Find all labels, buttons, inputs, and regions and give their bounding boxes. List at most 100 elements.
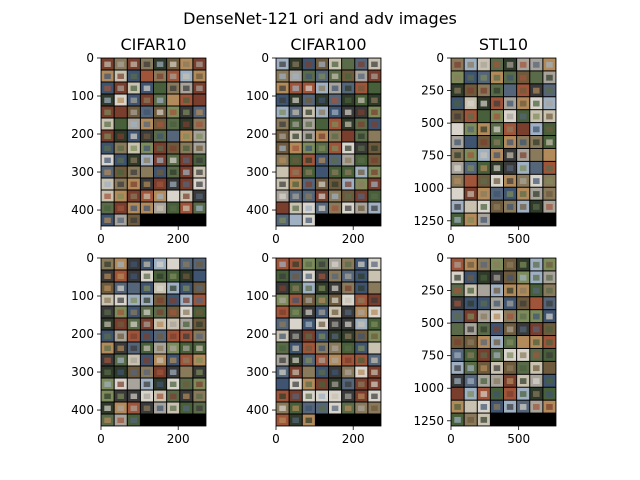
image-tile-detail [279, 417, 286, 423]
image-tile-detail [104, 157, 111, 163]
image-tile-detail [493, 274, 501, 281]
image-tile-detail [156, 73, 164, 79]
image-tile-detail [533, 113, 540, 120]
image-tile-detail [506, 74, 514, 81]
image-tile-detail [305, 369, 313, 375]
image-tile-detail [493, 61, 501, 68]
image-tile-detail [169, 193, 177, 199]
image-tile-detail [533, 204, 540, 210]
image-tile-detail [279, 73, 286, 79]
image-tile-detail [533, 126, 540, 133]
image-tile-detail [454, 300, 461, 307]
image-tile-detail [169, 181, 177, 187]
image-tile-detail [344, 273, 352, 279]
figure-title: DenseNet-121 ori and adv images [183, 9, 457, 28]
image-tile-detail [143, 97, 151, 103]
y-tick-label: 100 [246, 89, 269, 103]
image-tile-detail [480, 391, 488, 397]
image-tile-detail [493, 313, 501, 320]
image-tile-detail [156, 345, 164, 351]
image-tile-detail [533, 139, 540, 146]
image-tile-detail [331, 321, 339, 327]
image-tile-detail [130, 297, 138, 303]
image-tile-detail [371, 345, 378, 351]
image-tile-detail [169, 297, 177, 303]
image-tile-detail [344, 97, 352, 103]
image-tile-detail [506, 191, 514, 197]
image-tile-detail [344, 393, 352, 399]
image-tile-detail [358, 297, 365, 303]
image-tile-detail [519, 74, 527, 81]
image-tile-detail [519, 326, 527, 333]
image-tile-detail [305, 393, 313, 399]
image-tile [167, 414, 180, 426]
panel-cifar100-ori: CIFAR100 0 200 0 100 200 300 400 [246, 35, 382, 246]
image-tile-detail [143, 181, 151, 187]
image-tile-detail [493, 261, 501, 268]
image-tile-detail [156, 157, 164, 163]
image-tile-detail [493, 391, 501, 397]
image-tile-detail [371, 181, 378, 187]
image-tile-detail [130, 181, 138, 187]
image-tile-detail [183, 309, 190, 315]
image-tile-detail [533, 191, 540, 197]
image-tile-detail [104, 217, 111, 223]
y-tick-label: 250 [421, 284, 444, 298]
image-tile-detail [358, 73, 365, 79]
image-tile-detail [344, 297, 352, 303]
image-tile-detail [292, 321, 299, 327]
x-tick-label: 0 [272, 232, 280, 246]
image-tile-detail [519, 126, 527, 133]
image-tile-detail [344, 205, 352, 211]
x-tick-label: 0 [447, 232, 455, 246]
image-tile-detail [493, 126, 501, 133]
image-tile-detail [292, 309, 299, 315]
image-tile-detail [318, 169, 326, 175]
image-tile-detail [305, 345, 313, 351]
image-tile-detail [467, 313, 474, 320]
axes-frame [275, 257, 382, 427]
image-tile-detail [156, 109, 164, 115]
image-tile-detail [480, 191, 488, 197]
image-tile-detail [279, 109, 286, 115]
image-tile-detail [183, 121, 190, 127]
y-tick-label: 400 [71, 203, 94, 217]
y-tick-label: 1000 [413, 381, 444, 395]
image-tile-detail [493, 204, 501, 210]
image-tile-detail [279, 285, 286, 291]
image-tile-detail [130, 417, 138, 423]
image-tile-detail [454, 416, 461, 423]
image-tile-detail [292, 193, 299, 199]
image-tile-detail [104, 97, 111, 103]
image-tile-detail [169, 393, 177, 399]
image-tile-detail [117, 61, 124, 67]
image-tile-detail [467, 165, 474, 172]
image-tile-detail [169, 261, 177, 267]
image-tile [329, 214, 342, 226]
x-tick-label: 0 [447, 432, 455, 446]
image-tile-detail [104, 109, 111, 115]
image-tile-detail [331, 193, 339, 199]
image-tile-detail [546, 287, 553, 294]
image-tile-detail [183, 345, 190, 351]
y-tick-label: 0 [86, 51, 94, 65]
image-tile-detail [519, 378, 527, 384]
image-tile-detail [305, 261, 313, 267]
image-tile-detail [454, 74, 461, 81]
image-tile-detail [156, 369, 164, 375]
image-tile-detail [506, 261, 514, 268]
image-tile-detail [305, 417, 313, 423]
image-tile-detail [454, 326, 461, 333]
image-tile-detail [305, 273, 313, 279]
image-tile-detail [196, 333, 203, 339]
image-tile-detail [117, 121, 124, 127]
image-tile-detail [104, 417, 111, 423]
image-tile-detail [546, 352, 553, 359]
image-tile-detail [196, 169, 203, 175]
image-tile-detail [467, 87, 474, 94]
image-tile-detail [480, 165, 488, 172]
image-tile-detail [196, 345, 203, 351]
image-tile-detail [467, 152, 474, 159]
image-tile-detail [169, 321, 177, 327]
image-tile-detail [156, 205, 164, 211]
